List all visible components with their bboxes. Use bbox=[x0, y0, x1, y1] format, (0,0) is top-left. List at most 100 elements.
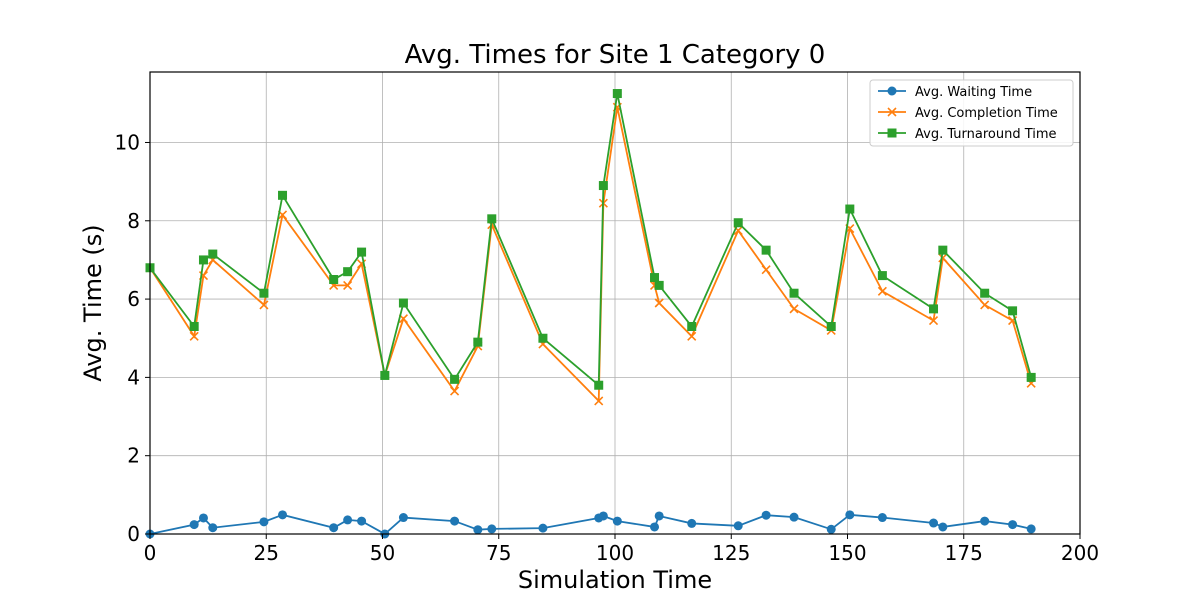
data-point bbox=[538, 523, 548, 533]
data-point bbox=[938, 522, 948, 532]
data-point bbox=[612, 516, 622, 526]
x-tick-label: 100 bbox=[596, 541, 634, 565]
y-tick-label: 0 bbox=[127, 522, 140, 546]
y-tick-label: 10 bbox=[115, 130, 140, 154]
series-circle bbox=[145, 510, 1036, 539]
data-point bbox=[761, 510, 771, 520]
legend-marker bbox=[887, 128, 897, 138]
data-point bbox=[654, 280, 664, 290]
data-point bbox=[980, 288, 990, 298]
legend-label: Avg. Waiting Time bbox=[915, 85, 1032, 100]
data-point bbox=[877, 271, 887, 281]
data-point bbox=[929, 518, 939, 528]
data-point bbox=[789, 304, 799, 314]
data-point bbox=[980, 516, 990, 526]
data-point bbox=[398, 513, 408, 523]
data-point bbox=[650, 522, 660, 532]
data-point bbox=[259, 517, 269, 527]
data-point bbox=[612, 89, 622, 99]
data-point bbox=[450, 516, 460, 526]
y-axis-ticks: 0 2 4 6 8 10 bbox=[115, 130, 150, 546]
data-point bbox=[826, 524, 836, 534]
legend-entry: Avg. Turnaround Time bbox=[878, 127, 1057, 142]
data-point bbox=[733, 218, 743, 228]
data-point bbox=[473, 525, 483, 535]
data-point bbox=[980, 300, 990, 310]
data-point bbox=[594, 396, 604, 406]
x-axis-label: Simulation Time bbox=[518, 566, 712, 594]
data-point bbox=[845, 510, 855, 520]
legend-entry: Avg. Completion Time bbox=[878, 106, 1058, 121]
data-point bbox=[877, 286, 887, 296]
data-point bbox=[928, 316, 939, 326]
data-point bbox=[278, 510, 288, 520]
legend-label: Avg. Completion Time bbox=[915, 106, 1058, 121]
data-point bbox=[654, 511, 664, 521]
y-tick-label: 4 bbox=[127, 365, 140, 389]
data-point bbox=[487, 214, 497, 224]
data-point bbox=[650, 273, 660, 283]
data-point bbox=[450, 374, 460, 384]
data-point bbox=[845, 204, 855, 214]
data-point bbox=[398, 298, 408, 308]
data-point bbox=[687, 321, 697, 331]
data-point bbox=[450, 386, 460, 396]
data-point bbox=[1026, 372, 1036, 382]
data-point bbox=[938, 245, 948, 255]
data-point bbox=[329, 523, 339, 533]
data-point bbox=[598, 511, 608, 521]
data-point bbox=[929, 304, 939, 314]
data-point bbox=[654, 298, 664, 308]
data-point bbox=[208, 523, 218, 533]
x-tick-label: 150 bbox=[828, 541, 866, 565]
legend-marker bbox=[887, 86, 897, 96]
data-point bbox=[1026, 524, 1036, 534]
data-point bbox=[789, 288, 799, 298]
data-point bbox=[259, 300, 269, 310]
y-tick-label: 8 bbox=[127, 209, 140, 233]
data-point bbox=[198, 513, 208, 523]
legend-box bbox=[869, 79, 1074, 147]
data-point bbox=[877, 513, 887, 523]
data-point bbox=[189, 321, 199, 331]
data-point bbox=[789, 512, 799, 522]
data-point bbox=[343, 267, 353, 277]
legend-entry: Avg. Waiting Time bbox=[878, 85, 1032, 100]
data-point bbox=[329, 275, 339, 285]
data-point bbox=[189, 331, 199, 341]
chart-title: Avg. Times for Site 1 Category 0 bbox=[405, 40, 826, 70]
x-tick-label: 50 bbox=[370, 541, 395, 565]
x-tick-label: 125 bbox=[712, 541, 750, 565]
y-tick-label: 6 bbox=[127, 287, 140, 311]
data-point bbox=[343, 515, 353, 525]
x-tick-label: 25 bbox=[254, 541, 279, 565]
data-point bbox=[189, 520, 199, 530]
x-tick-label: 0 bbox=[144, 541, 157, 565]
data-point bbox=[594, 380, 604, 390]
data-point bbox=[598, 181, 608, 191]
x-axis-ticks: 0 25 50 75 100 125 150 175 200 bbox=[144, 534, 1099, 565]
data-point bbox=[487, 524, 497, 534]
data-point bbox=[1008, 306, 1018, 316]
x-tick-label: 200 bbox=[1061, 541, 1099, 565]
data-point bbox=[259, 288, 269, 298]
data-point bbox=[761, 265, 771, 275]
data-point bbox=[687, 518, 697, 528]
data-point bbox=[208, 249, 218, 259]
data-point bbox=[473, 337, 483, 347]
data-point bbox=[826, 321, 836, 331]
data-point bbox=[1008, 520, 1018, 530]
legend-marker bbox=[887, 107, 897, 117]
x-tick-label: 75 bbox=[486, 541, 511, 565]
data-point bbox=[538, 333, 548, 343]
y-axis-label: Avg. Time (s) bbox=[79, 224, 107, 381]
legend: Avg. Waiting Time Avg. Completion Time Avg… bbox=[869, 79, 1074, 147]
series-line bbox=[149, 93, 1033, 388]
data-point bbox=[733, 521, 743, 531]
data-point bbox=[357, 516, 367, 526]
x-tick-label: 175 bbox=[945, 541, 983, 565]
data-point bbox=[278, 190, 288, 200]
data-point bbox=[343, 280, 353, 290]
legend-label: Avg. Turnaround Time bbox=[915, 127, 1057, 142]
